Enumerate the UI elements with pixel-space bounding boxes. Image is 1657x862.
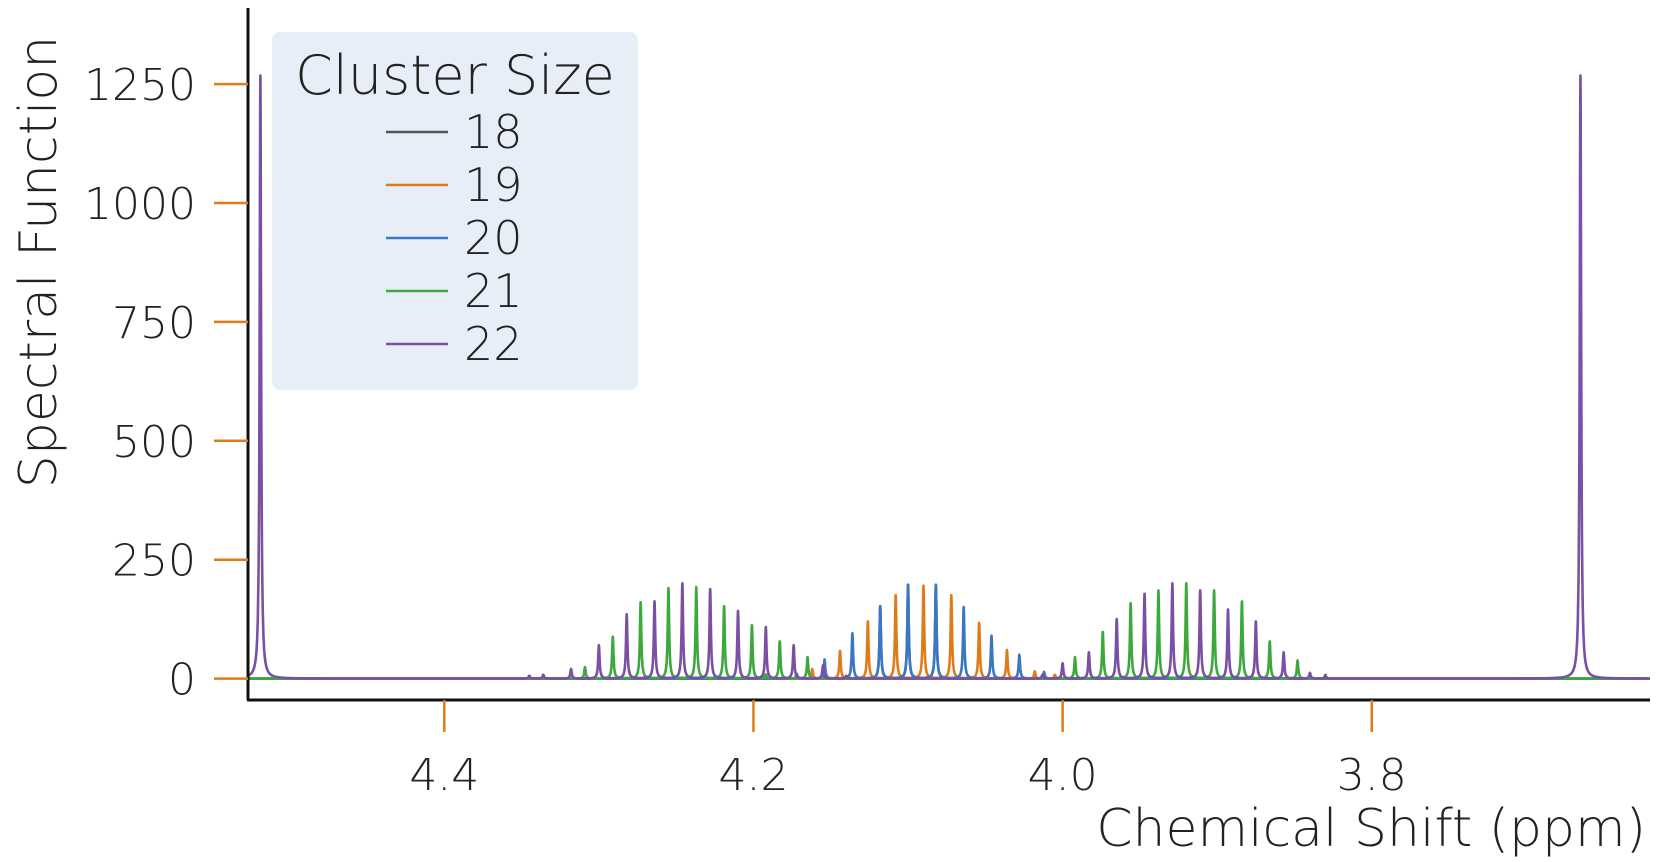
x-ticks: 4.4 4.2 4.0 3.8 bbox=[409, 700, 1407, 801]
x-tick-label: 3.8 bbox=[1337, 750, 1407, 801]
legend-title: Cluster Size bbox=[295, 44, 615, 107]
legend-label-22: 22 bbox=[464, 317, 523, 371]
x-tick-label: 4.0 bbox=[1028, 750, 1098, 801]
legend-label-21: 21 bbox=[464, 264, 523, 318]
y-tick-label: 250 bbox=[112, 536, 196, 587]
x-axis-title: Chemical Shift (ppm) bbox=[1096, 799, 1646, 859]
legend-label-19: 19 bbox=[464, 158, 523, 212]
y-tick-label: 750 bbox=[112, 298, 196, 349]
y-tick-label: 1250 bbox=[84, 60, 196, 111]
legend-box bbox=[272, 32, 638, 390]
legend-label-20: 20 bbox=[464, 211, 523, 265]
x-tick-label: 4.2 bbox=[718, 750, 788, 801]
series-layer bbox=[247, 74, 1651, 680]
y-ticks: 0 250 500 750 1000 1250 bbox=[84, 60, 248, 706]
x-tick-label: 4.4 bbox=[409, 750, 479, 801]
y-tick-label: 0 bbox=[168, 655, 196, 706]
y-tick-label: 500 bbox=[112, 417, 196, 468]
y-axis-title: Spectral Function bbox=[9, 36, 69, 488]
legend-label-18: 18 bbox=[464, 105, 523, 159]
series-line-22 bbox=[247, 74, 1651, 680]
y-tick-label: 1000 bbox=[84, 179, 196, 230]
